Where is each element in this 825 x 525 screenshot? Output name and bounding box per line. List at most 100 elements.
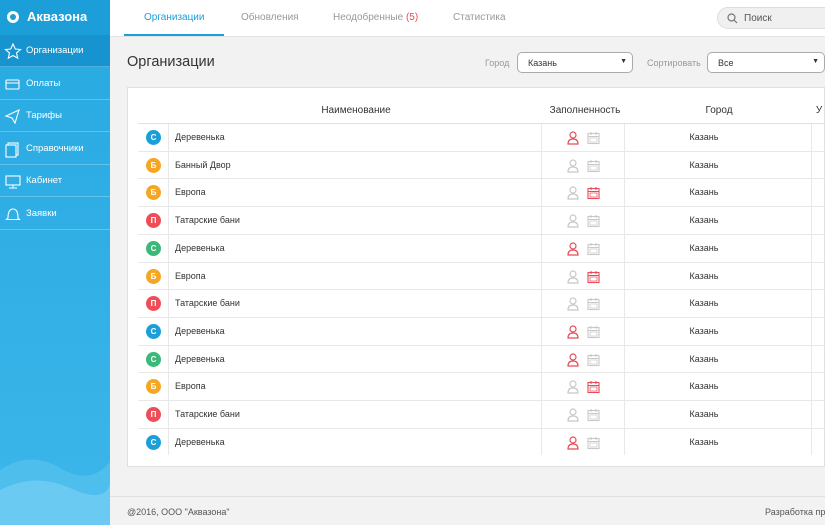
org-city: Казань <box>689 353 719 364</box>
sort-label: Сортировать <box>647 58 701 68</box>
table-row[interactable]: П Татарские бани Казань <box>138 400 825 428</box>
org-city: Казань <box>689 132 719 142</box>
logo-text: Аквазона <box>27 9 88 24</box>
logo-icon <box>7 11 19 23</box>
table-row[interactable]: П Татарские бани Казань <box>138 206 825 234</box>
org-badge: С <box>146 434 161 450</box>
column-divider <box>168 123 169 456</box>
tab-label: Неодобренные <box>333 12 404 23</box>
logo[interactable]: Аквазона <box>0 0 110 35</box>
org-city: Казань <box>689 159 719 170</box>
org-city: Казань <box>689 436 719 447</box>
table-row[interactable]: Б Европа Казань <box>138 372 825 400</box>
column-header: Наименование <box>321 105 391 116</box>
fill-calendar-icon <box>587 187 600 200</box>
menu-item[interactable]: Организации <box>0 35 110 67</box>
table-panel: Наименование Заполненность Город У С Деревень… <box>127 87 825 467</box>
fill-user-icon <box>567 269 579 284</box>
org-city: Казань <box>689 187 719 198</box>
org-name: Европа <box>175 187 206 198</box>
menu-item[interactable]: Справочники <box>0 133 110 165</box>
menu-item[interactable]: Тарифы <box>0 100 110 132</box>
menu-label: Организации <box>26 45 84 56</box>
tab-underline <box>124 34 224 36</box>
fill-user-icon <box>567 380 579 394</box>
city-label: Город <box>485 58 510 68</box>
menu-icon <box>5 78 20 90</box>
nav-tab[interactable]: Обновления <box>241 12 299 23</box>
dropdown-arrow: ▼ <box>812 58 819 65</box>
nav-tab[interactable]: Неодобренные (5) <box>333 12 418 23</box>
table-row[interactable]: С Деревенька Казань <box>138 233 825 262</box>
footer-developer: Разработка пр <box>765 507 825 517</box>
fill-user-icon <box>567 242 579 256</box>
org-city: Казань <box>689 381 719 392</box>
fill-calendar-icon <box>587 215 600 228</box>
menu-item[interactable]: Заявки <box>0 198 110 230</box>
org-name: Деревенька <box>175 325 225 336</box>
org-name: Деревенька <box>175 436 225 447</box>
column-divider <box>624 123 625 456</box>
menu-label: Кабинет <box>26 175 63 186</box>
search-icon <box>727 13 738 24</box>
org-name: Деревенька <box>175 353 225 364</box>
fill-user-icon <box>567 214 579 228</box>
nav-tab[interactable]: Организации <box>144 12 204 23</box>
table-row[interactable]: С Деревенька Казань <box>138 427 825 456</box>
org-name: Деревенька <box>175 132 225 142</box>
menu-label: Оплаты <box>26 77 61 89</box>
table-row[interactable]: Б Европа Казань <box>138 261 825 290</box>
org-city: Казань <box>689 325 719 336</box>
org-badge: Б <box>146 268 161 284</box>
table-row[interactable]: Б Банный Двор Казань <box>138 150 825 179</box>
menu-item[interactable]: Кабинет <box>0 165 110 197</box>
fill-user-icon <box>567 325 579 339</box>
search-box[interactable]: Поиск <box>717 7 825 29</box>
org-badge: Б <box>146 379 161 395</box>
sort-select[interactable]: Все ▼ <box>707 52 825 73</box>
org-name: Татарские бани <box>175 215 240 226</box>
column-header: Заполненность <box>549 105 621 116</box>
org-badge: Б <box>146 157 161 173</box>
menu-label: Справочники <box>26 142 84 154</box>
menu-item[interactable]: Оплаты <box>0 68 110 100</box>
table-row[interactable]: П Татарские бани Казань <box>138 289 825 317</box>
org-badge: Б <box>146 185 161 201</box>
fill-calendar-icon <box>587 353 600 366</box>
sidebar: Аквазона Организации Оплаты Тарифы Справочн… <box>0 0 110 525</box>
tab-label: Статистика <box>453 12 506 23</box>
menu-icon <box>5 175 21 189</box>
wave-decoration <box>0 459 110 525</box>
menu-icon <box>4 108 20 125</box>
fill-calendar-icon <box>587 159 600 172</box>
fill-calendar-icon <box>587 132 600 145</box>
menu-icon <box>5 141 19 158</box>
org-name: Европа <box>175 270 206 281</box>
column-header: Город <box>705 105 733 116</box>
menu-label: Тарифы <box>26 110 62 121</box>
column-divider <box>541 123 542 456</box>
column-divider <box>811 123 812 456</box>
table-row[interactable]: С Деревенька Казань <box>138 123 825 151</box>
org-name: Европа <box>175 381 206 392</box>
column-header: У <box>815 105 823 116</box>
fill-user-icon <box>567 186 579 200</box>
org-name: Деревенька <box>175 242 225 253</box>
page-heading: Организации <box>127 54 215 70</box>
fill-user-icon <box>567 159 579 173</box>
org-name: Татарские бани <box>175 298 240 309</box>
table-row[interactable]: С Деревенька Казань <box>138 344 825 373</box>
city-select[interactable]: Казань ▼ <box>517 52 633 73</box>
header-divider <box>138 123 825 124</box>
org-badge: П <box>146 407 161 422</box>
tab-label: Обновления <box>241 12 299 23</box>
search-placeholder: Поиск <box>744 13 772 24</box>
table-row[interactable]: Б Европа Казань <box>138 178 825 206</box>
nav-tab[interactable]: Статистика <box>453 12 506 23</box>
table-row[interactable]: С Деревенька Казань <box>138 316 825 345</box>
fill-user-icon <box>567 352 579 367</box>
menu-label: Заявки <box>26 207 57 219</box>
org-badge: П <box>146 296 161 312</box>
